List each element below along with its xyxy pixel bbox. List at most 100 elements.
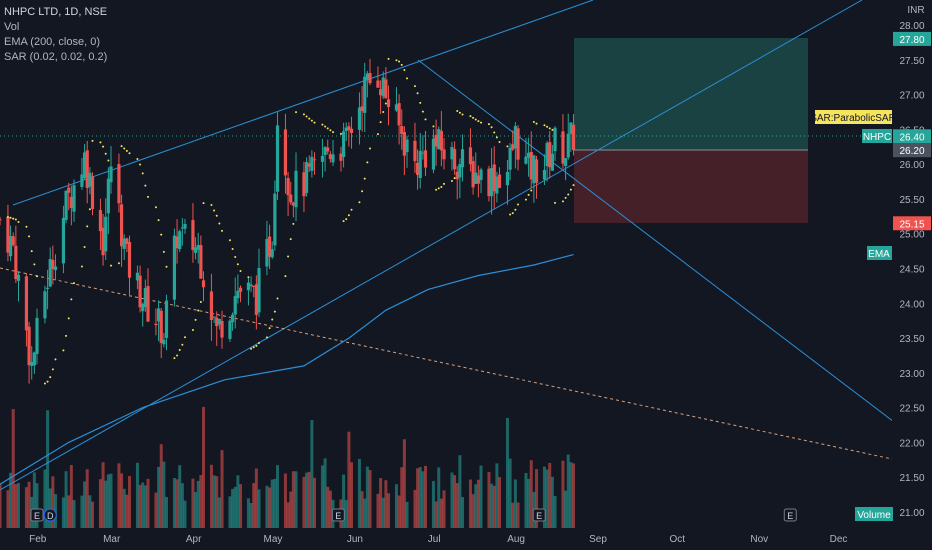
candle-body (61, 217, 66, 264)
volume-bar (535, 469, 539, 528)
sar-dot (572, 184, 575, 187)
y-tick-label: 25.00 (899, 230, 924, 241)
ema-indicator-label[interactable]: EMA (200, close, 0) (4, 36, 100, 48)
candle-body (513, 125, 517, 149)
price-tag-bg (893, 129, 931, 144)
candle-body (566, 133, 570, 158)
candle-body (90, 176, 95, 209)
candle-body (418, 150, 422, 178)
volume-bar (51, 476, 55, 528)
volume-bar (397, 495, 401, 528)
event-marker-e: E (331, 508, 345, 522)
candle-body (524, 156, 528, 164)
dashed-trend-line (0, 267, 893, 460)
volume-bar (344, 500, 348, 528)
candle-body (331, 154, 335, 163)
price-axis[interactable]: INR 28.0027.5027.0026.5026.0025.5025.002… (892, 0, 932, 530)
price-tag-bg (893, 216, 931, 231)
volume-bar (400, 467, 404, 528)
candle-body (270, 249, 274, 258)
candle-body (442, 149, 446, 160)
sar-indicator-label[interactable]: SAR (0.02, 0.02, 0.2) (4, 51, 108, 63)
sar-dot (548, 127, 551, 130)
price-tag-value: 26.20 (899, 146, 924, 157)
x-tick-label: Feb (29, 534, 47, 545)
sar-dot (379, 121, 382, 124)
volume-bar (180, 483, 184, 528)
candle-body (191, 220, 195, 251)
candle-body (273, 193, 277, 246)
sar-dot (54, 358, 57, 361)
event-label: E (335, 511, 341, 521)
candle-body (415, 162, 420, 175)
candle-body (365, 73, 369, 80)
sar-dot (413, 85, 416, 88)
sar-dot (9, 216, 12, 219)
volume-bar (564, 490, 568, 528)
candle-body (423, 150, 428, 168)
candle-body (16, 274, 21, 281)
volume-bar (365, 466, 369, 528)
sar-dot (276, 297, 279, 300)
sar-dot (546, 125, 549, 128)
candle-body (487, 168, 491, 197)
volume-bar (64, 471, 68, 528)
candle-body (143, 287, 147, 308)
candle-body (215, 317, 219, 327)
volume-bar (231, 488, 235, 528)
volume-bar (572, 463, 576, 528)
volume-bar (48, 488, 52, 528)
volume-bar (172, 477, 176, 528)
candle-body (193, 247, 198, 253)
sar-dot (310, 119, 313, 122)
volume-bar (122, 488, 126, 528)
svg-text:EMA: EMA (868, 249, 890, 260)
volume-bar (217, 497, 221, 528)
volume-bar (492, 485, 496, 528)
sar-dot (564, 196, 567, 199)
sar-dot (369, 147, 372, 150)
candle-body (220, 320, 224, 338)
volume-bar (350, 462, 354, 528)
vol-indicator-label[interactable]: Vol (4, 21, 20, 33)
volume-bar (402, 439, 406, 528)
volume-bar (27, 481, 31, 528)
x-tick-label: Jun (347, 534, 363, 545)
sar-dot (239, 270, 242, 273)
volume-bar (120, 473, 124, 528)
volume-bar (220, 450, 224, 528)
volume-bar (101, 462, 105, 528)
candle-body (505, 171, 510, 186)
sar-dot (358, 201, 361, 204)
candle-body (405, 139, 409, 153)
candle-body (14, 245, 18, 280)
candle-body (228, 320, 232, 339)
volume-bar (468, 479, 472, 528)
sar-dot (332, 131, 335, 134)
sar-dot (384, 102, 387, 105)
sar-dot (210, 204, 213, 207)
volume-bar (363, 498, 367, 528)
sar-dot (51, 368, 54, 371)
sar-dot (194, 318, 197, 321)
volume-bar (257, 489, 261, 528)
sar-dot (36, 275, 39, 278)
sar-dot (236, 263, 239, 266)
event-label: D (47, 511, 54, 521)
candle-body (117, 164, 121, 204)
sar-dot (289, 238, 292, 241)
sar-dot (99, 141, 102, 144)
candle-body (82, 152, 87, 178)
volume-bar (495, 463, 499, 528)
symbol-title[interactable]: NHPC LTD, 1D, NSE (4, 6, 108, 18)
sar-dot (83, 245, 86, 248)
candle-body (542, 169, 547, 180)
volume-bar (54, 494, 58, 528)
candle-body (455, 171, 459, 180)
sar-dot (28, 235, 31, 238)
sar-dot (398, 60, 401, 63)
sar-dot (73, 282, 76, 285)
sar-dot (308, 117, 311, 120)
x-tick-label: Aug (507, 534, 525, 545)
